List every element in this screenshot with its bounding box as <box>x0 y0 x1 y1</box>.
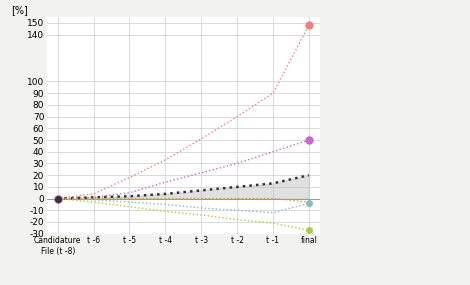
Text: Total: Total <box>368 89 393 98</box>
Text: Sliding Centre: Sliding Centre <box>368 50 432 58</box>
Text: Olympic Village: Olympic Village <box>368 10 439 19</box>
Text: Ski Jumping Hill: Ski Jumping Hill <box>368 129 439 138</box>
Text: [%]: [%] <box>12 5 29 15</box>
Text: Ice Stadium: Ice Stadium <box>368 209 422 217</box>
Text: IBC/MPC: IBC/MPC <box>368 169 405 178</box>
